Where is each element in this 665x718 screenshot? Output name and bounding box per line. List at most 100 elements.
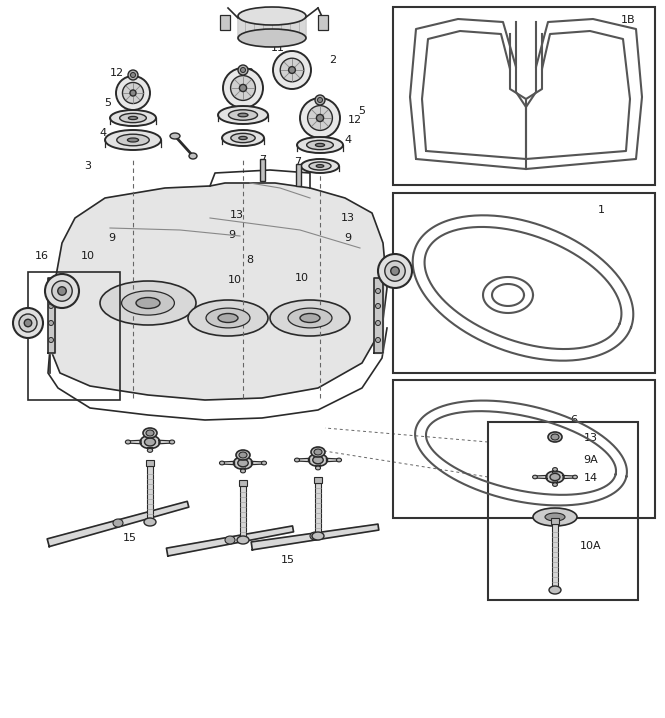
Text: 6: 6	[571, 415, 577, 425]
Ellipse shape	[315, 450, 321, 454]
Text: 15: 15	[123, 533, 137, 543]
Text: 16: 16	[35, 251, 49, 261]
Bar	[318, 15, 328, 30]
Ellipse shape	[52, 281, 72, 301]
Bar	[552, 524, 558, 590]
Ellipse shape	[312, 532, 324, 540]
Ellipse shape	[45, 274, 79, 308]
Text: 8: 8	[400, 266, 408, 276]
Ellipse shape	[378, 254, 412, 288]
Text: 5: 5	[358, 106, 366, 116]
Ellipse shape	[19, 314, 37, 332]
Text: 7: 7	[295, 157, 301, 167]
Ellipse shape	[130, 73, 136, 78]
Text: 5: 5	[104, 98, 112, 108]
Ellipse shape	[295, 458, 299, 462]
Ellipse shape	[280, 58, 304, 82]
Ellipse shape	[315, 95, 325, 105]
Ellipse shape	[236, 450, 250, 460]
Polygon shape	[241, 468, 245, 470]
Text: 1B: 1B	[620, 15, 635, 25]
Ellipse shape	[317, 98, 323, 103]
Text: 8: 8	[51, 283, 58, 293]
Text: 8: 8	[247, 255, 253, 265]
Text: 1: 1	[597, 205, 604, 215]
Text: 12: 12	[110, 68, 124, 78]
Bar	[314, 477, 322, 483]
Ellipse shape	[113, 519, 123, 527]
Ellipse shape	[105, 130, 161, 150]
Polygon shape	[148, 447, 153, 449]
Ellipse shape	[188, 300, 268, 336]
Ellipse shape	[301, 159, 339, 173]
Ellipse shape	[49, 304, 53, 309]
Ellipse shape	[548, 432, 562, 442]
Ellipse shape	[545, 513, 565, 521]
Text: 2: 2	[329, 55, 336, 65]
Polygon shape	[315, 465, 321, 467]
Ellipse shape	[122, 83, 144, 103]
Ellipse shape	[309, 454, 327, 466]
Ellipse shape	[100, 281, 196, 325]
Polygon shape	[148, 434, 153, 437]
Ellipse shape	[376, 337, 380, 342]
Polygon shape	[128, 440, 141, 444]
Polygon shape	[315, 452, 321, 454]
Ellipse shape	[533, 508, 577, 526]
Polygon shape	[222, 462, 235, 465]
Ellipse shape	[144, 518, 156, 526]
Ellipse shape	[241, 67, 245, 73]
Text: 9: 9	[108, 233, 116, 243]
Text: 10: 10	[228, 275, 242, 285]
Ellipse shape	[241, 469, 245, 473]
Bar	[315, 483, 321, 536]
Bar	[146, 460, 154, 466]
Ellipse shape	[148, 448, 153, 452]
Ellipse shape	[49, 337, 53, 342]
Bar	[147, 466, 153, 522]
Ellipse shape	[313, 456, 323, 464]
Polygon shape	[374, 278, 383, 353]
Ellipse shape	[225, 536, 235, 544]
Polygon shape	[241, 456, 245, 458]
Polygon shape	[48, 278, 55, 353]
Text: 4: 4	[344, 135, 352, 145]
Ellipse shape	[126, 440, 130, 444]
Ellipse shape	[336, 458, 342, 462]
Ellipse shape	[58, 286, 66, 295]
Ellipse shape	[223, 68, 263, 108]
Bar	[28, 272, 120, 400]
Ellipse shape	[288, 308, 332, 328]
Ellipse shape	[237, 536, 249, 544]
Text: 3: 3	[84, 161, 92, 171]
Ellipse shape	[300, 314, 320, 322]
Text: 10: 10	[295, 273, 309, 283]
Text: 4: 4	[100, 128, 106, 138]
Ellipse shape	[231, 75, 255, 101]
Polygon shape	[159, 440, 172, 444]
Ellipse shape	[310, 532, 320, 540]
Ellipse shape	[238, 113, 248, 117]
Bar	[393, 7, 655, 185]
Ellipse shape	[317, 114, 324, 121]
Text: 13: 13	[341, 213, 355, 223]
Text: 10A: 10A	[580, 541, 602, 551]
Bar	[393, 193, 655, 373]
Ellipse shape	[117, 134, 149, 146]
Polygon shape	[563, 475, 575, 479]
Ellipse shape	[376, 320, 380, 325]
Text: 7: 7	[259, 155, 267, 165]
Ellipse shape	[206, 308, 250, 328]
Ellipse shape	[120, 113, 146, 123]
Ellipse shape	[218, 106, 268, 124]
Ellipse shape	[128, 70, 138, 80]
Bar	[238, 16, 306, 38]
Polygon shape	[553, 470, 557, 472]
Ellipse shape	[238, 65, 248, 75]
Ellipse shape	[239, 85, 247, 92]
Bar	[296, 164, 301, 186]
Ellipse shape	[231, 134, 255, 143]
Ellipse shape	[309, 162, 331, 170]
Ellipse shape	[116, 76, 150, 110]
Ellipse shape	[261, 461, 267, 465]
